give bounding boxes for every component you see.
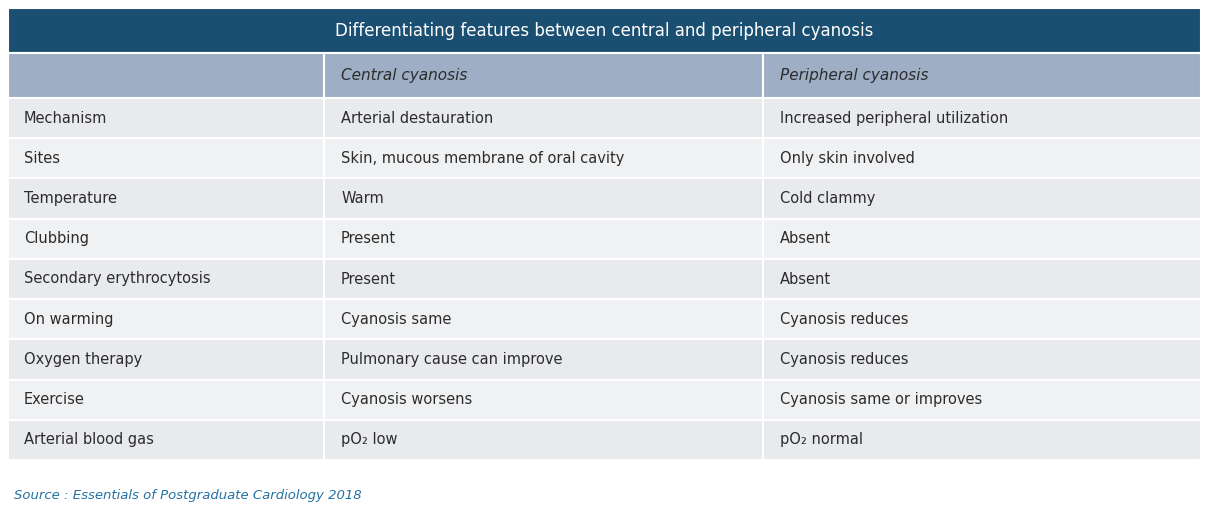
Bar xyxy=(763,259,1201,299)
Text: Skin, mucous membrane of oral cavity: Skin, mucous membrane of oral cavity xyxy=(341,151,624,166)
Bar xyxy=(8,98,324,138)
Text: Only skin involved: Only skin involved xyxy=(780,151,915,166)
Bar xyxy=(324,380,763,420)
Bar xyxy=(324,259,763,299)
Text: Present: Present xyxy=(341,231,397,246)
Bar xyxy=(763,420,1201,460)
Text: Cyanosis reduces: Cyanosis reduces xyxy=(780,312,909,327)
Bar xyxy=(324,98,763,138)
Text: Mechanism: Mechanism xyxy=(24,110,108,126)
Text: Clubbing: Clubbing xyxy=(24,231,88,246)
Bar xyxy=(324,138,763,178)
Bar xyxy=(763,299,1201,339)
Text: Source : Essentials of Postgraduate Cardiology 2018: Source : Essentials of Postgraduate Card… xyxy=(15,490,361,502)
Bar xyxy=(324,299,763,339)
Bar xyxy=(8,138,324,178)
Text: Cold clammy: Cold clammy xyxy=(780,191,875,206)
Text: Warm: Warm xyxy=(341,191,383,206)
Bar xyxy=(763,339,1201,380)
Text: pO₂ low: pO₂ low xyxy=(341,432,398,448)
Text: Absent: Absent xyxy=(780,231,832,246)
Bar xyxy=(324,178,763,219)
Bar xyxy=(8,420,324,460)
Bar xyxy=(324,219,763,259)
Text: Arterial blood gas: Arterial blood gas xyxy=(24,432,154,448)
Bar xyxy=(8,380,324,420)
Bar xyxy=(8,299,324,339)
Text: Absent: Absent xyxy=(780,271,832,287)
Text: Present: Present xyxy=(341,271,397,287)
Text: Secondary erythrocytosis: Secondary erythrocytosis xyxy=(24,271,210,287)
Text: Cyanosis same: Cyanosis same xyxy=(341,312,451,327)
Text: Increased peripheral utilization: Increased peripheral utilization xyxy=(780,110,1008,126)
Text: Peripheral cyanosis: Peripheral cyanosis xyxy=(780,68,929,83)
Bar xyxy=(8,53,324,98)
Text: Temperature: Temperature xyxy=(24,191,117,206)
Text: Sites: Sites xyxy=(24,151,59,166)
Text: Pulmonary cause can improve: Pulmonary cause can improve xyxy=(341,352,562,367)
Bar xyxy=(8,178,324,219)
Bar xyxy=(8,8,1201,53)
Text: Cyanosis reduces: Cyanosis reduces xyxy=(780,352,909,367)
Text: pO₂ normal: pO₂ normal xyxy=(780,432,863,448)
Bar xyxy=(8,219,324,259)
Bar xyxy=(763,380,1201,420)
Text: Cyanosis same or improves: Cyanosis same or improves xyxy=(780,392,983,407)
Text: On warming: On warming xyxy=(24,312,114,327)
Bar xyxy=(763,178,1201,219)
Text: Central cyanosis: Central cyanosis xyxy=(341,68,468,83)
Bar xyxy=(763,53,1201,98)
Text: Cyanosis worsens: Cyanosis worsens xyxy=(341,392,473,407)
Bar xyxy=(763,98,1201,138)
Bar xyxy=(763,138,1201,178)
Text: Oxygen therapy: Oxygen therapy xyxy=(24,352,141,367)
Bar xyxy=(8,259,324,299)
Text: Differentiating features between central and peripheral cyanosis: Differentiating features between central… xyxy=(335,22,874,39)
Bar xyxy=(763,219,1201,259)
Bar xyxy=(324,339,763,380)
Bar xyxy=(324,420,763,460)
Bar xyxy=(8,339,324,380)
Bar xyxy=(324,53,763,98)
Text: Arterial destauration: Arterial destauration xyxy=(341,110,493,126)
Text: Exercise: Exercise xyxy=(24,392,85,407)
